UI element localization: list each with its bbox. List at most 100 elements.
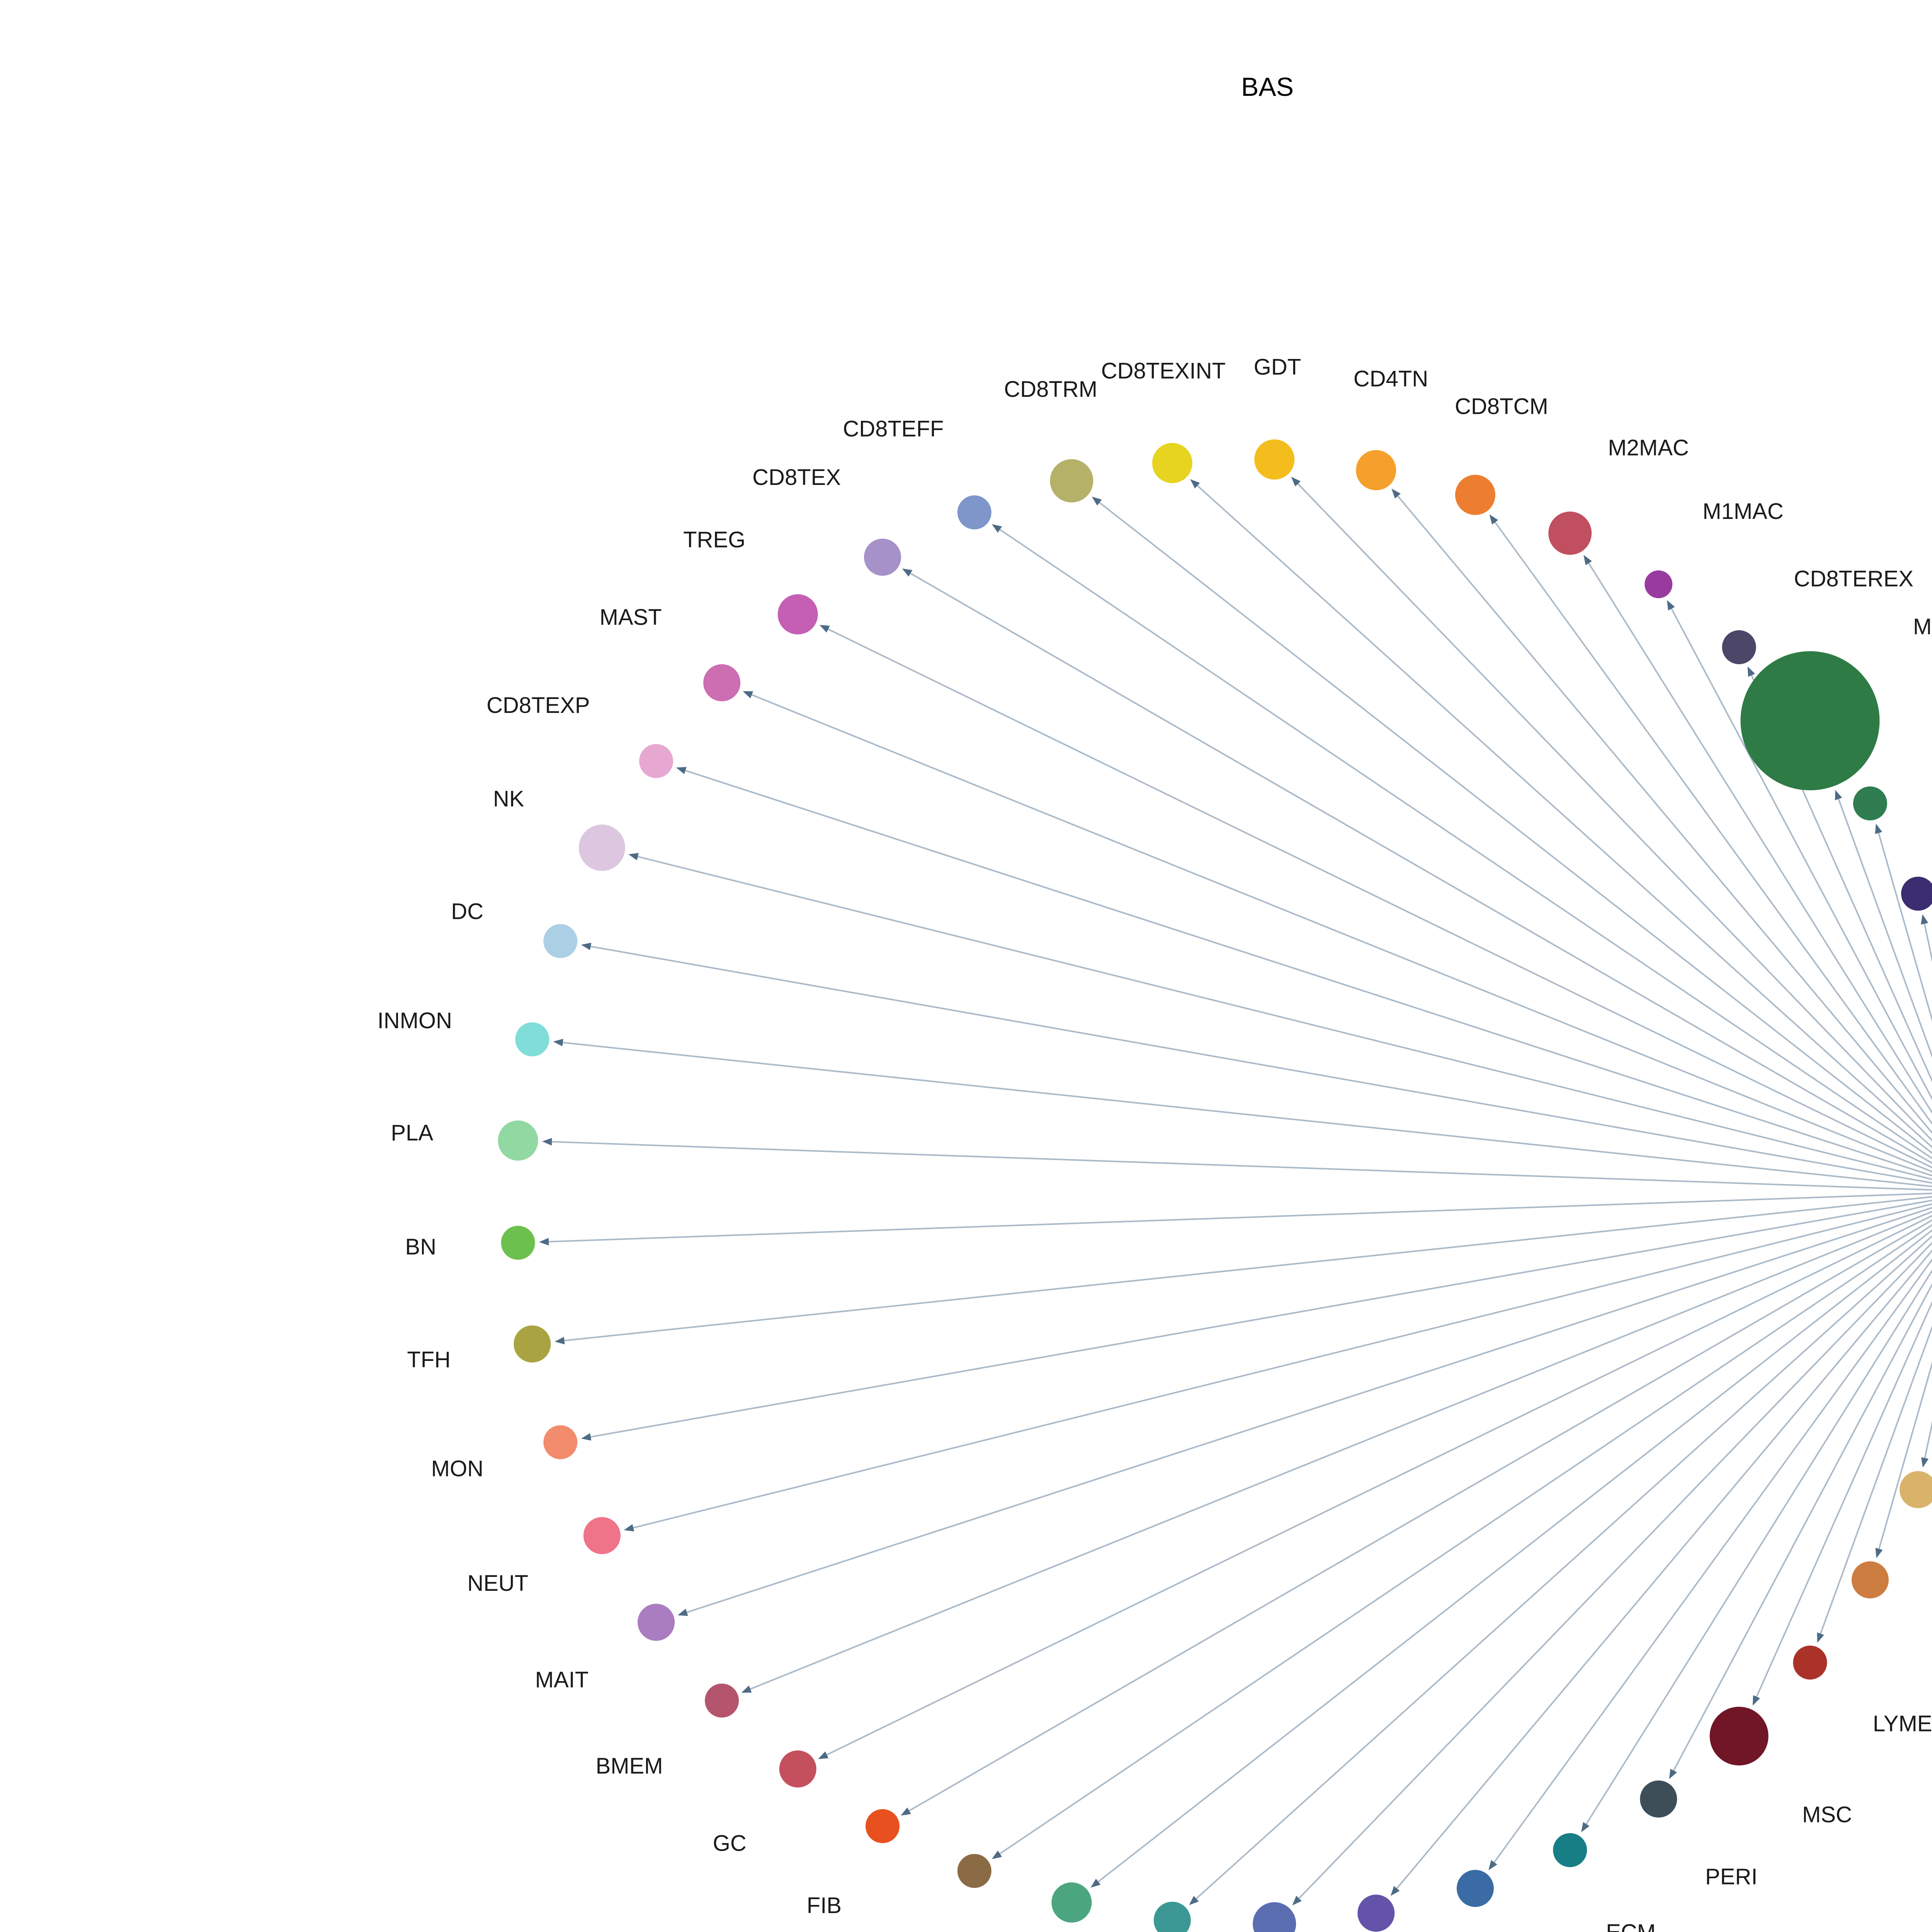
node-mva bbox=[1456, 1870, 1494, 1907]
edge-bas-cd8texp bbox=[676, 767, 1932, 1177]
node-cd8texint bbox=[1152, 443, 1192, 483]
edge-bas-mon bbox=[581, 1199, 1932, 1441]
edge-bas-cd4tn bbox=[1391, 488, 1932, 1134]
node-label-cd4tn: CD4TN bbox=[1354, 366, 1428, 391]
node-incaf bbox=[1051, 1882, 1092, 1923]
figure-title: BAS bbox=[1241, 72, 1294, 102]
node-caf bbox=[957, 1854, 992, 1888]
node-msc bbox=[1709, 1707, 1769, 1766]
node-inmon bbox=[515, 1022, 549, 1056]
edge-bas-msc.adipo bbox=[1875, 1361, 1932, 1558]
node-label-bn: BN bbox=[405, 1234, 437, 1259]
node-ecm bbox=[1553, 1833, 1587, 1867]
edge-bas-bmem bbox=[741, 1211, 1932, 1693]
node-label-treg: TREG bbox=[683, 527, 745, 553]
edge-bas-neut bbox=[624, 1203, 1932, 1532]
edge-bas-mast bbox=[743, 691, 1932, 1173]
edge-bas-peri bbox=[1669, 1283, 1932, 1779]
node-label-pla: PLA bbox=[391, 1121, 434, 1146]
node-label-cd8texp: CD8TEXP bbox=[486, 693, 590, 718]
edge-bas-icaf bbox=[1390, 1249, 1932, 1896]
node-nk bbox=[578, 824, 625, 871]
node-tfh bbox=[514, 1325, 551, 1363]
edge-bas-cd8tcm bbox=[1489, 514, 1932, 1125]
node-label-cd8tex: CD8TEX bbox=[752, 465, 841, 490]
edge-bas-m2mac bbox=[1583, 555, 1932, 1114]
edge-bas-caf bbox=[992, 1224, 1932, 1859]
edge-bas-cd8tex bbox=[902, 568, 1932, 1164]
node-bmem bbox=[705, 1684, 739, 1718]
node-mait bbox=[638, 1604, 675, 1641]
node-label-inmon: INMON bbox=[378, 1008, 452, 1033]
node-label-cd8teff: CD8TEFF bbox=[843, 416, 944, 441]
node-fib bbox=[866, 1809, 900, 1843]
edge-bas-m1mac bbox=[1667, 600, 1932, 1100]
node-label-tfh: TFH bbox=[407, 1347, 451, 1372]
node-mon bbox=[543, 1425, 578, 1459]
node-lymend bbox=[1793, 1645, 1827, 1680]
node-msc.mva bbox=[1900, 1471, 1932, 1509]
edge-bas-incaf bbox=[1090, 1229, 1932, 1888]
node-cd8teff bbox=[957, 495, 992, 530]
node-m2mac bbox=[1548, 511, 1592, 555]
edge-bas-mes bbox=[1835, 790, 1932, 1058]
node-label-ecm: ECM bbox=[1606, 1920, 1656, 1932]
node-neut bbox=[583, 1517, 621, 1554]
node-end bbox=[1253, 1902, 1296, 1932]
node-cd8texp bbox=[639, 744, 673, 778]
node-label-msc: MSC bbox=[1802, 1802, 1852, 1827]
node-gdt bbox=[1254, 439, 1295, 480]
node-label-mon: MON bbox=[431, 1456, 483, 1481]
node-peri bbox=[1640, 1780, 1677, 1818]
edge-bas-bn bbox=[539, 1192, 1932, 1246]
edge-bas-ecm bbox=[1581, 1269, 1932, 1832]
node-label-m2mac: M2MAC bbox=[1608, 435, 1689, 461]
node-label-gdt: GDT bbox=[1254, 354, 1301, 379]
node-dc bbox=[543, 924, 578, 958]
node-cd4tn bbox=[1356, 450, 1396, 490]
node-treg bbox=[777, 594, 818, 634]
node-myofib bbox=[1153, 1901, 1191, 1932]
edge-bas-cd8trm bbox=[1092, 497, 1932, 1154]
node-mes bbox=[1740, 651, 1880, 791]
node-label-nk: NK bbox=[493, 786, 524, 811]
edge-bas-myofib bbox=[1189, 1235, 1932, 1905]
edge-bas-pla bbox=[542, 1138, 1932, 1191]
edge-bas-nk bbox=[628, 853, 1932, 1180]
edge-bas-fib bbox=[901, 1219, 1932, 1816]
node-mast bbox=[703, 664, 741, 701]
edge-bas-msc bbox=[1752, 1301, 1932, 1706]
node-label-m1mac: M1MAC bbox=[1702, 499, 1783, 524]
node-msc.adipo bbox=[1851, 1561, 1889, 1599]
node-label-neut: NEUT bbox=[467, 1571, 528, 1596]
edge-bas-mva bbox=[1488, 1258, 1932, 1870]
node-label-mast: MAST bbox=[600, 605, 662, 630]
edge-bas-gc bbox=[818, 1215, 1932, 1759]
edges-layer bbox=[539, 477, 1932, 1906]
node-label-cd8trm: CD8TRM bbox=[1004, 377, 1097, 402]
node-label-fib: FIB bbox=[807, 1893, 842, 1918]
labels-layer: BASSTMKERTRANSCOLMESCD8TEREXM1MACM2MACCD… bbox=[378, 354, 1932, 1932]
edge-bas-tfh bbox=[554, 1196, 1932, 1345]
node-label-cd8tcm: CD8TCM bbox=[1455, 394, 1548, 419]
edge-bas-lymend bbox=[1817, 1325, 1932, 1643]
edge-bas-cd8teff bbox=[992, 524, 1932, 1160]
node-gc bbox=[779, 1750, 816, 1788]
nodes-layer bbox=[498, 439, 1932, 1932]
edge-bas-cd8texint bbox=[1190, 479, 1932, 1148]
node-icaf bbox=[1357, 1895, 1395, 1932]
node-label-cd8terex: CD8TEREX bbox=[1794, 566, 1913, 591]
node-cd8terex bbox=[1722, 630, 1756, 664]
node-cd8tex bbox=[864, 539, 901, 576]
node-bn bbox=[501, 1226, 535, 1260]
node-label-lymend: LYMEND bbox=[1873, 1711, 1932, 1736]
node-label-bmem: BMEM bbox=[596, 1753, 663, 1779]
edge-bas-end bbox=[1292, 1242, 1932, 1906]
node-cd8tcm bbox=[1455, 474, 1495, 515]
edge-bas-col bbox=[1875, 823, 1932, 1022]
node-pla bbox=[498, 1120, 538, 1161]
edge-bas-gdt bbox=[1291, 477, 1932, 1142]
node-label-cd8texint: CD8TEXINT bbox=[1101, 359, 1226, 384]
